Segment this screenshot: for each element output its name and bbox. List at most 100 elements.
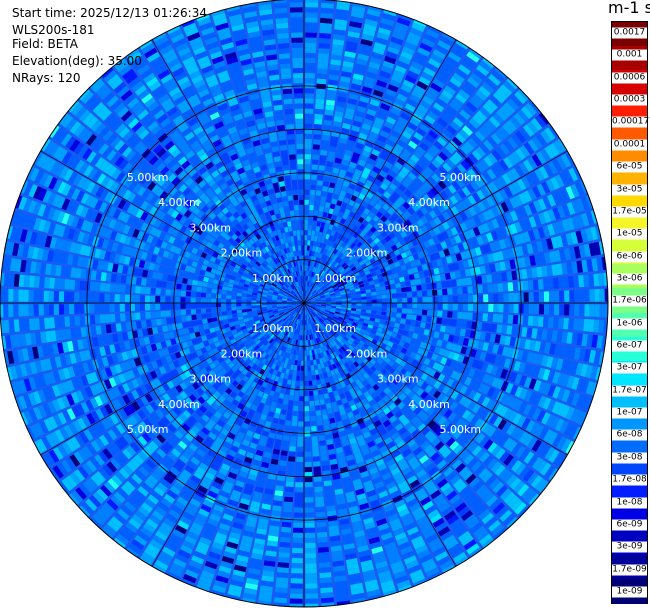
range-gate-cell [305,32,317,38]
range-gate-cell [405,249,413,257]
range-gate-cell [340,235,347,242]
range-gate-cell [336,216,342,223]
range-gate-cell [313,210,319,216]
range-gate-cell [305,285,307,291]
range-gate-cell [481,275,488,284]
range-gate-cell [304,360,307,366]
range-gate-cell [307,286,310,292]
range-gate-cell [309,250,312,256]
range-gate-cell [420,100,432,110]
range-gate-cell [335,280,341,285]
range-gate-cell [391,165,400,174]
range-gate-cell [282,511,292,518]
range-gate-cell [393,249,401,256]
range-gate-cell [305,298,310,302]
range-gate-cell [386,247,394,254]
range-gate-cell [552,140,564,154]
range-gate-cell [466,320,473,329]
range-gate-cell [475,162,486,173]
range-gate-cell [308,380,313,386]
range-gate-cell [491,149,502,161]
range-gate-cell [304,209,309,215]
range-gate-cell [463,55,477,67]
range-gate-cell [442,288,448,296]
range-gate-cell [358,132,368,140]
range-gate-cell [373,42,387,51]
range-gate-cell [316,221,321,227]
range-gate-cell [315,190,322,196]
range-gate-cell [482,313,489,322]
range-gate-cell [445,56,459,67]
range-gate-cell [421,309,428,316]
range-gate-cell [304,169,311,175]
range-gate-cell [396,308,403,313]
range-gate-cell [351,78,363,86]
range-gate-cell [320,587,333,594]
range-gate-cell [481,322,488,331]
range-gate-cell [332,121,342,128]
range-gate-cell [292,410,298,417]
range-gate-cell [309,287,313,293]
range-gate-cell [351,300,357,303]
range-gate-cell [320,144,329,151]
range-gate-cell [390,130,401,139]
range-gate-cell [348,183,356,190]
range-gate-cell [295,380,300,386]
range-gate-cell [342,213,349,220]
range-gate-cell [366,303,372,307]
range-gate-cell [304,436,311,442]
range-gate-cell [347,187,354,195]
range-gate-cell [548,317,554,328]
range-gate-cell [289,441,297,447]
range-gate-cell [317,175,324,181]
range-gate-cell [316,88,326,95]
range-gate-cell [337,142,346,150]
range-gate-cell [332,242,338,249]
range-gate-cell [313,241,317,247]
range-gate-cell [346,252,352,259]
range-gate-cell [396,225,404,233]
range-gate-cell [359,260,365,266]
range-gate-cell [326,161,334,168]
range-gate-cell [338,195,345,202]
range-gate-cell [437,204,446,213]
range-gate-cell [274,438,282,445]
range-gate-cell [388,232,396,239]
range-gate-cell [325,99,335,106]
range-gate-cell [279,455,288,462]
range-gate-cell [350,11,365,19]
range-gate-cell [352,190,360,198]
range-gate-cell [304,350,307,356]
range-gate-cell [314,267,318,273]
range-gate-cell [366,230,374,237]
range-gate-cell [429,219,437,228]
range-gate-cell [292,415,298,422]
range-gate-cell [326,197,332,204]
range-gate-cell [360,127,370,136]
range-gate-cell [287,461,295,467]
range-gate-cell [297,365,301,371]
range-gate-cell [468,153,479,164]
range-gate-cell [284,491,294,498]
range-gate-cell [315,279,319,285]
range-gate-cell [542,278,549,290]
range-gate-cell [349,249,356,255]
range-gate-cell [477,313,483,321]
range-gate-cell [316,288,322,293]
range-gate-cell [373,237,381,244]
range-gate-cell [350,257,357,264]
range-gate-cell [377,75,389,84]
range-gate-cell [319,206,324,212]
range-gate-cell [410,136,421,146]
range-gate-cell [598,273,605,287]
range-gate-cell [305,583,318,589]
range-gate-cell [411,285,417,292]
range-gate-cell [426,190,435,200]
range-gate-cell [483,294,489,303]
range-gate-cell [416,285,422,291]
range-gate-cell [356,300,362,303]
range-gate-cell [451,181,461,191]
range-gate-cell [283,506,293,513]
range-gate-cell [305,270,308,276]
range-gate-cell [322,414,329,420]
